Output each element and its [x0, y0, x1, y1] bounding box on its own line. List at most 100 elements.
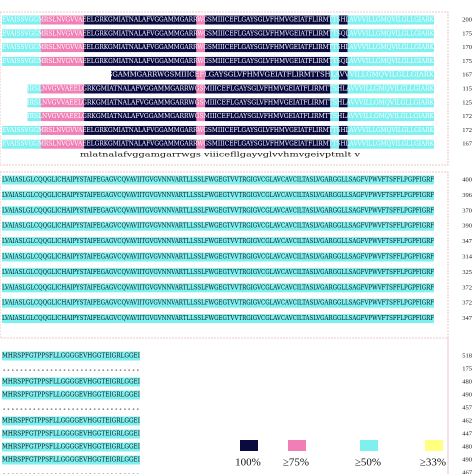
block-frame	[0, 171, 449, 339]
sequence: LVAIASLGLCQQGLICHAIPYSTAIFEGAGVCQVAVIITG…	[2, 192, 435, 199]
shade	[2, 377, 140, 387]
sequence: LVAIASLGLCQQGLICHAIPYSTAIFEGAGVCQVAVIITG…	[2, 269, 435, 276]
shade	[40, 112, 85, 122]
shade	[338, 98, 348, 108]
shade	[347, 70, 434, 80]
shade	[196, 98, 206, 108]
position: 167	[462, 72, 473, 79]
shade	[84, 84, 197, 94]
legend-swatch	[240, 440, 258, 451]
shade	[2, 237, 434, 247]
sequence: EVAISSVGGMRSLNVGVVAEELGRKGMIATNALAFVGGAM…	[2, 44, 434, 51]
shade	[27, 98, 41, 108]
shade	[84, 43, 197, 53]
shade	[196, 112, 206, 122]
sequence: LVAIASLGLCQQGLICHAIPYSTAIFEGAGVCQVAVIITG…	[2, 223, 435, 230]
sequence: MHRSPFGTPPSFLLGGGGEVHGGTEIGRLGGEI	[2, 392, 141, 399]
shade	[347, 56, 434, 66]
position: 480	[462, 443, 472, 450]
sequence: LVAIASLGLCQQGLICHAIPYSTAIFEGAGVCQVAVIITG…	[2, 238, 435, 245]
sequence: EVAISSVGGMRSLNVGVVAEELGRKGMIATNALAFVGGAM…	[2, 141, 434, 148]
shade	[2, 390, 140, 400]
legend-label: ≥75%	[283, 457, 309, 469]
sequence: ......GGMRSLNVGVVAEELGRKGMIATNALAFVGGAMM…	[2, 113, 434, 120]
shade	[196, 139, 206, 149]
shade	[196, 43, 206, 53]
shade	[2, 15, 41, 25]
sequence: LVAIASLGLCQQGLICHAIPYSTAIFEGAGVCQVAVIITG…	[2, 177, 435, 184]
sequence: LVAIASLGLCQQGLICHAIPYSTAIFEGAGVCQVAVIITG…	[2, 254, 435, 261]
shade	[205, 43, 331, 53]
sequence: MHRSPFGTPPSFLLGGGGEVHGGTEIGRLGGEI	[2, 379, 141, 386]
sequence: LVAIASLGLCQQGLICHAIPYSTAIFEGAGVCQVAVIITG…	[2, 300, 435, 307]
shade	[40, 56, 85, 66]
sequence: MHRSPFGTPPSFLLGGGGEVHGGTEIGRLGGEI	[2, 431, 141, 438]
shade	[347, 43, 434, 53]
shade	[338, 112, 348, 122]
legend-swatch	[288, 440, 306, 451]
position: 480	[462, 378, 472, 385]
position: 490	[462, 456, 472, 463]
sequence: EVAISSVGGMRSLNVGVVAEELGRKGMIATNALAFVGGAM…	[2, 127, 434, 134]
position: 347	[462, 238, 473, 245]
position: 347	[462, 315, 473, 322]
legend-label: ≥33%	[420, 457, 446, 469]
shade	[84, 98, 197, 108]
position: 490	[462, 391, 472, 398]
shade	[2, 175, 434, 185]
shade	[2, 416, 140, 426]
sequence: MHRSPFGTPPSFLLGGGGEVHGGTEIGRLGGEI	[2, 418, 141, 425]
shade	[196, 15, 206, 25]
position: 167	[462, 141, 473, 148]
shade	[338, 125, 348, 135]
shade	[40, 84, 85, 94]
position: 325	[462, 269, 472, 276]
shade	[40, 98, 85, 108]
sequence: MHRSPFGTPPSFLLGGGGEVHGGTEIGRLGGEI	[2, 457, 141, 464]
position: 200	[462, 16, 472, 23]
shade	[347, 125, 434, 135]
shade	[84, 56, 197, 66]
shade	[2, 125, 41, 135]
legend-swatch	[360, 440, 378, 451]
shade	[330, 43, 339, 53]
sequence: EVAISSVGGMRSLNVGVVAEELGRKGMIATNALAFVGGAM…	[2, 30, 434, 37]
position: 462	[462, 417, 472, 424]
shade	[2, 190, 434, 200]
shade	[2, 43, 41, 53]
shade	[196, 29, 206, 39]
position: 372	[462, 284, 472, 291]
sequence: ................................	[2, 470, 140, 474]
shade	[2, 429, 140, 439]
shade	[338, 15, 348, 25]
sequence: ..........................MIATNALAFVGGAM…	[2, 72, 434, 79]
shade	[205, 70, 331, 80]
shade	[2, 298, 434, 308]
shade	[338, 84, 348, 94]
shade	[2, 252, 434, 262]
shade	[330, 98, 339, 108]
position: 400	[462, 176, 472, 183]
shade	[205, 29, 331, 39]
shade	[338, 139, 348, 149]
shade	[338, 29, 348, 39]
shade	[205, 139, 331, 149]
sequence: ................................	[2, 405, 140, 412]
block-frame	[0, 11, 449, 166]
shade	[330, 15, 339, 25]
shade	[205, 125, 331, 135]
shade	[330, 29, 339, 39]
shade	[338, 56, 348, 66]
position: 125	[462, 99, 472, 106]
shade	[2, 314, 434, 324]
shade	[330, 84, 339, 94]
shade	[196, 125, 206, 135]
shade	[347, 112, 434, 122]
shade	[84, 139, 197, 149]
position: 370	[462, 207, 472, 214]
shade	[196, 56, 206, 66]
shade	[2, 455, 140, 465]
sequence: ......GGMRSLNVGVVAEELGRKGMIATNALAFVGGAMM…	[2, 99, 434, 106]
shade	[2, 283, 434, 293]
